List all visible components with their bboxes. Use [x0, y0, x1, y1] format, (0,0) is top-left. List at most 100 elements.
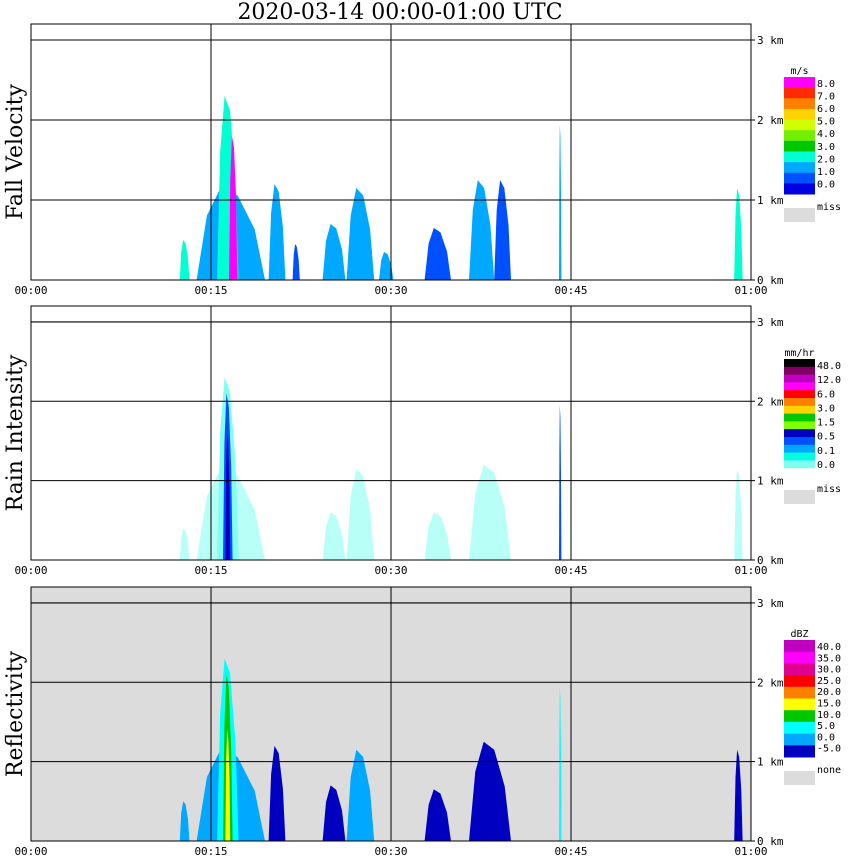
echo-mark [734, 188, 743, 280]
plot-frame [30, 305, 752, 561]
echo-mark [225, 729, 231, 841]
axis-label-y: Fall Velocity [3, 84, 28, 220]
colorbar-level-label: 5.0 [817, 117, 835, 128]
ytick-label: 3 km [757, 597, 784, 610]
colorbar-swatch [784, 405, 815, 415]
echo-mark [179, 801, 190, 841]
colorbar-swatch [784, 119, 815, 131]
colorbar-level-label: 8.0 [817, 79, 835, 90]
echo-mark [346, 188, 375, 280]
echo-mark [379, 252, 394, 280]
echo-mark [229, 136, 238, 280]
colorbar-level-label: 0.5 [817, 432, 835, 443]
axis-label-y: Rain Intensity [3, 354, 28, 511]
echo-mark [559, 124, 562, 280]
ytick-label: 3 km [757, 34, 784, 47]
colorbar-swatch [784, 359, 815, 368]
colorbar-level-label: 48.0 [817, 361, 841, 372]
xtick-label: 00:15 [194, 284, 227, 297]
ytick-label: 2 km [757, 395, 784, 408]
colorbar-level-label: 0.0 [817, 179, 835, 190]
colorbar-swatch [784, 390, 815, 399]
echo-mark [179, 240, 190, 280]
colorbar-swatch [784, 140, 815, 152]
colorbar-swatch [784, 108, 815, 121]
xtick-label: 01:00 [734, 845, 767, 858]
colorbar-swatch [784, 721, 815, 735]
colorbar-swatch [784, 651, 815, 664]
colorbar-swatch [784, 698, 815, 711]
echo-mark [346, 468, 375, 560]
colorbar-level-label: 6.0 [817, 104, 835, 115]
colorbar-swatch [784, 87, 815, 99]
ytick-label: 0 km [757, 274, 784, 287]
plot-frame [30, 586, 752, 842]
chart-title: 2020-03-14 00:00-01:00 UTC [237, 0, 563, 25]
colorbar-swatch [784, 675, 815, 688]
echo-mark [469, 180, 495, 280]
colorbar-swatch [784, 366, 815, 376]
colorbar-level-label: 1.0 [817, 167, 835, 178]
xtick-label: 00:45 [554, 564, 587, 577]
colorbar-swatch [784, 663, 815, 676]
colorbar-level-label: 2.0 [817, 154, 835, 165]
colorbar-swatch [784, 686, 815, 699]
colorbar-swatch [784, 468, 815, 477]
plot-frame [30, 23, 752, 281]
colorbar-swatch [784, 733, 815, 746]
echo-mark [494, 180, 511, 280]
colorbar-swatch [784, 382, 815, 391]
colorbar-unit: dBZ [790, 629, 808, 640]
echo-mark [179, 528, 190, 560]
colorbar-swatch [784, 444, 815, 454]
echo-mark [469, 464, 511, 560]
xtick-label: 00:15 [194, 845, 227, 858]
colorbar-swatch [784, 172, 815, 184]
ytick-label: 1 km [757, 756, 784, 769]
echo-mark [424, 228, 451, 280]
echo-mark [734, 749, 743, 841]
colorbar-level-label: 1.5 [817, 418, 835, 429]
colorbar-swatch [784, 452, 815, 461]
colorbar-level-label: 25.0 [817, 676, 841, 687]
colorbar-swatch [784, 429, 815, 438]
colorbar-level-label: 30.0 [817, 665, 841, 676]
echo-mark [346, 749, 375, 841]
colorbar-level-label: 20.0 [817, 687, 841, 698]
colorbar-level-label: 15.0 [817, 699, 841, 710]
colorbar-level-label: 0.0 [817, 460, 835, 471]
colorbar-missing-swatch [784, 490, 815, 504]
colorbar-level-label: 6.0 [817, 389, 835, 400]
colorbar-swatch [784, 374, 815, 383]
ytick-label: 1 km [757, 194, 784, 207]
ytick-label: 1 km [757, 475, 784, 488]
colorbar-unit: mm/hr [784, 348, 814, 359]
xtick-label: 00:45 [554, 284, 587, 297]
colorbar-level-label: 3.0 [817, 403, 835, 414]
colorbar-level-label: 35.0 [817, 653, 841, 664]
xtick-label: 00:45 [554, 845, 587, 858]
xtick-label: 00:30 [374, 284, 407, 297]
colorbar-level-label: 3.0 [817, 142, 835, 153]
echo-mark [225, 433, 231, 560]
axis-label-y: Reflectivity [3, 650, 28, 777]
echo-mark [268, 184, 286, 280]
colorbar-swatch [784, 77, 815, 89]
colorbar-swatch [784, 460, 815, 469]
colorbar-level-label: 12.0 [817, 375, 841, 386]
colorbar-swatch [784, 130, 815, 142]
xtick-label: 01:00 [734, 284, 767, 297]
colorbar-level-label: 0.0 [817, 732, 835, 743]
xtick-label: 00:15 [194, 564, 227, 577]
colorbar-unit: m/s [790, 66, 808, 77]
echo-mark [424, 512, 451, 560]
xtick-label: 00:00 [14, 284, 47, 297]
colorbar-level-label: 40.0 [817, 642, 841, 653]
echo-mark [268, 745, 286, 841]
echo-mark [559, 686, 562, 841]
colorbar-swatch [784, 421, 815, 430]
ytick-label: 0 km [757, 835, 784, 848]
echo-mark [559, 405, 562, 560]
xtick-label: 00:30 [374, 564, 407, 577]
